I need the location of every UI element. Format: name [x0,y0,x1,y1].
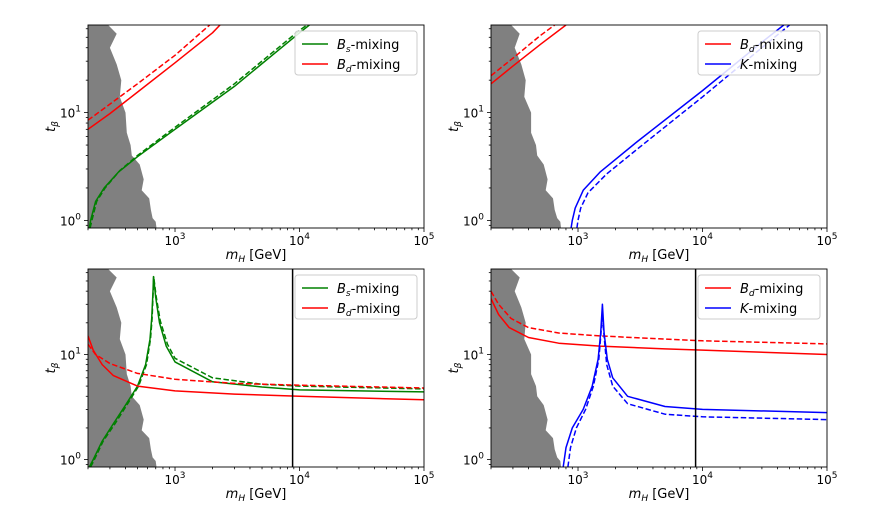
y-tick-label: 101 [463,105,484,121]
legend: Bs-mixing Bd-mixing [294,30,418,76]
legend-label-1: Bd-mixing [740,38,803,55]
y-tick-label: 101 [60,105,81,121]
legend: Bd-mixing K-mixing [697,274,821,320]
legend-label-1: Bs-mixing [337,38,399,55]
y-tick-label: 101 [463,346,484,362]
series-line-b-d-mixing-dashed [88,343,424,389]
x-tick-label: 103 [568,232,589,248]
y-tick-label: 100 [60,452,81,468]
series-line-b-s-mixing-solid [88,275,424,467]
x-tick-label: 105 [413,232,434,248]
x-tick-label: 103 [165,471,186,487]
panel-top-left: 103 104 105 100 101 mH [GeV] tβ Bs-mixing Bd-mix… [44,24,435,265]
y-tick-label: 100 [463,452,484,468]
axes-frame [87,268,425,468]
y-tick-label: 101 [60,346,81,362]
legend-label-2: K-mixing [740,302,797,317]
x-tick-label: 103 [568,471,589,487]
y-axis-label: tβ [447,362,464,373]
series-line-k-mixing-solid [562,303,827,467]
panel-bottom-left: 103 104 105 100 101 mH [GeV] tβ Bs-mixing Bd-mix… [44,268,435,504]
axes-frame [490,24,828,229]
series-line-k-mixing-dashed [567,313,827,467]
x-tick-label: 104 [289,471,310,487]
y-tick-label: 100 [60,212,81,228]
excluded-region [88,25,157,228]
x-tick-label: 105 [816,232,837,248]
series-line-b-s-mixing-dashed [89,275,424,467]
legend-label-2: Bd-mixing [337,58,400,75]
plot-area [88,269,424,467]
series-line-b-d-mixing-solid [88,335,424,401]
x-tick-label: 105 [816,471,837,487]
legend: Bd-mixing K-mixing [697,30,821,76]
plot-area [491,269,827,467]
legend-label-2: Bd-mixing [337,302,400,319]
series-line-b-d-mixing-solid [88,25,221,130]
axes-frame [87,24,425,229]
y-axis-label: tβ [44,121,61,132]
plot-area [88,25,310,228]
series-line-b-d-mixing-solid [491,25,567,85]
x-tick-label: 104 [289,232,310,248]
series-line-b-d-mixing-dashed [88,25,211,121]
legend-label-2: K-mixing [740,58,797,73]
x-axis-label: mH [GeV] [629,248,690,265]
legend-label-1: Bd-mixing [740,282,803,299]
x-tick-label: 104 [692,232,713,248]
legend: Bs-mixing Bd-mixing [294,274,418,320]
x-tick-label: 104 [692,471,713,487]
series-line-b-s-mixing-dashed [89,25,308,228]
x-axis-label: mH [GeV] [629,487,690,504]
y-axis-label: tβ [447,121,464,132]
series-line-b-d-mixing-dashed [491,290,827,345]
legend-label-1: Bs-mixing [337,282,399,299]
panel-bottom-right: 103 104 105 100 101 mH [GeV] tβ Bd-mixing K-mixi… [447,268,838,504]
series-line-k-mixing-dashed [576,25,790,228]
y-tick-label: 100 [463,212,484,228]
axes-frame [490,268,828,468]
excluded-region [491,269,561,467]
excluded-region [491,25,561,228]
x-axis-label: mH [GeV] [226,248,287,265]
panel-top-right: 103 104 105 100 101 mH [GeV] tβ Bd-mixing K-mixi… [447,24,838,265]
x-tick-label: 105 [413,471,434,487]
series-line-b-d-mixing-solid [491,298,827,356]
series-line-b-d-mixing-dashed [491,25,556,77]
x-tick-label: 103 [165,232,186,248]
y-axis-label: tβ [44,362,61,373]
x-axis-label: mH [GeV] [226,487,287,504]
